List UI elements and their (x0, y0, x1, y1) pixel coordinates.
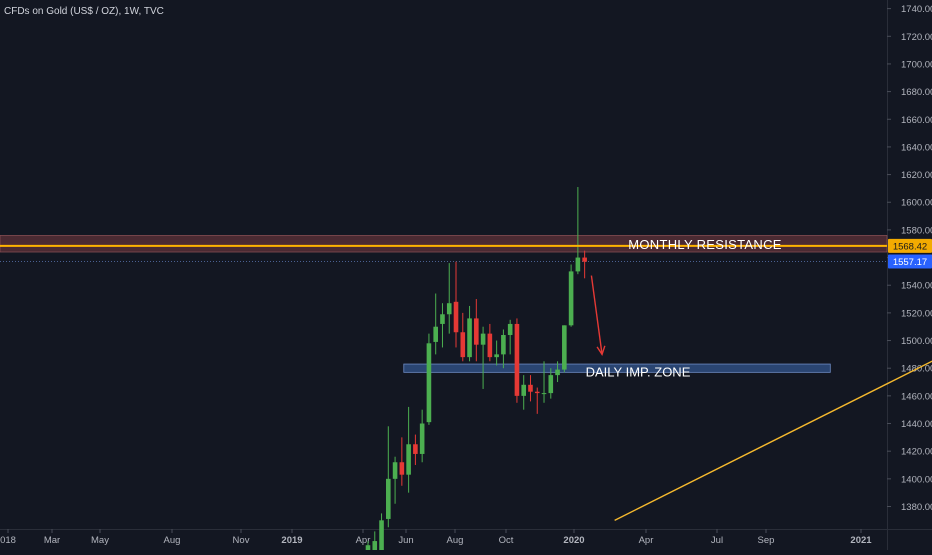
candle-body (507, 323, 513, 336)
candle-body (555, 369, 560, 376)
price-axis-tick-label: 1600.00 (901, 198, 932, 209)
time-axis-tick-label: 2019 (281, 535, 302, 546)
price-axis-tick-label: 1700.00 (901, 59, 932, 70)
price-axis-tick-label: 1420.00 (901, 447, 932, 458)
candle-body (487, 333, 493, 358)
ascending-trendline (614, 360, 932, 521)
time-axis-tick-label: Nov (233, 535, 250, 546)
price-axis-tick-label: 1580.00 (901, 225, 932, 236)
price-axis-tick-label: 1680.00 (901, 87, 932, 98)
price-axis-tick-label: 1400.00 (901, 474, 932, 485)
candle-body (426, 343, 432, 423)
candle-body (528, 384, 533, 392)
chart-header-title: CFDs on Gold (US$ / OZ), 1W, TVC (4, 6, 164, 17)
candle-body (514, 323, 520, 396)
price-axis-tick-label: 1740.00 (901, 4, 932, 15)
candle-body (460, 332, 466, 358)
price-axis-tick-label: 1660.00 (901, 115, 932, 126)
price-axis-tick-label: 1500.00 (901, 336, 932, 347)
time-axis-tick-label: 018 (0, 535, 16, 546)
candle-body (433, 326, 438, 342)
candle-body (575, 257, 581, 272)
candle-body (440, 314, 445, 324)
resistance-zone (0, 235, 888, 253)
last-price-tag: 1557.17 (888, 254, 932, 269)
candle-body (521, 384, 527, 396)
candle-body (413, 444, 418, 454)
daily-imp-zone-label: DAILY IMP. ZONE (586, 364, 691, 379)
candle-body (548, 375, 554, 394)
price-axis-tick-label: 1460.00 (901, 391, 932, 402)
price-tag-label: 1568.42 (893, 241, 927, 252)
price-axis-tick-label: 1440.00 (901, 419, 932, 430)
time-axis-tick-label: May (91, 535, 109, 546)
daily-imp-zone (403, 363, 831, 373)
price-axis-tick-label: 1640.00 (901, 142, 932, 153)
candle-body (568, 271, 574, 326)
time-axis-tick-label: Aug (164, 535, 181, 546)
candle-body (480, 333, 486, 345)
time-axis-tick-label: Oct (499, 535, 514, 546)
down-arrow-shaft (590, 275, 603, 355)
price-tag-box (888, 238, 932, 253)
candle-body (379, 520, 384, 555)
candle-body (494, 354, 499, 358)
candle-body (419, 423, 425, 454)
time-axis-tick-label: Apr (639, 535, 654, 546)
candle-body (446, 303, 452, 315)
price-axis-tick-label: 1520.00 (901, 308, 932, 319)
time-axis: 018 Mar May Aug Nov 2019 Apr Jun Aug Oct 2020 Apr Ju… (0, 529, 872, 546)
price-axis-tick-label: 1720.00 (901, 32, 932, 43)
monthly-resistance-label: MONTHLY RESISTANCE (628, 237, 782, 252)
resistance-price-tag: 1568.42 (888, 238, 932, 253)
candle-body (406, 444, 411, 475)
candle-body (501, 335, 506, 355)
candle-body (386, 478, 391, 519)
candle-body (392, 462, 398, 479)
time-axis-tick-label: Sep (758, 535, 775, 546)
candle-body (372, 541, 378, 551)
price-axis-tick-label: 1620.00 (901, 170, 932, 181)
candle-body (474, 318, 479, 345)
candle-body (467, 318, 472, 358)
time-axis-tick-label: Aug (447, 535, 464, 546)
time-axis-tick-label: Apr (356, 535, 371, 546)
candle-body (365, 545, 371, 555)
time-axis-tick-label: Jul (711, 535, 723, 546)
price-axis-tick-label: 1380.00 (901, 502, 932, 513)
time-axis-tick-label: 2021 (850, 535, 872, 546)
candle-body (453, 301, 459, 333)
candles (365, 187, 587, 555)
candle-body (541, 393, 547, 395)
candle-body (562, 325, 567, 370)
time-axis-tick-label: Mar (44, 535, 60, 546)
price-tag-label: 1557.17 (893, 257, 927, 268)
price-axis-tick-label: 1540.00 (901, 281, 932, 292)
time-axis-tick-label: 2020 (563, 535, 584, 546)
candle-body (582, 257, 587, 262)
time-axis-tick-label: Jun (398, 535, 413, 546)
down-arrow-head (596, 345, 606, 356)
price-tag-box (888, 254, 932, 269)
candle-body (534, 391, 540, 394)
candle-body (399, 462, 405, 475)
